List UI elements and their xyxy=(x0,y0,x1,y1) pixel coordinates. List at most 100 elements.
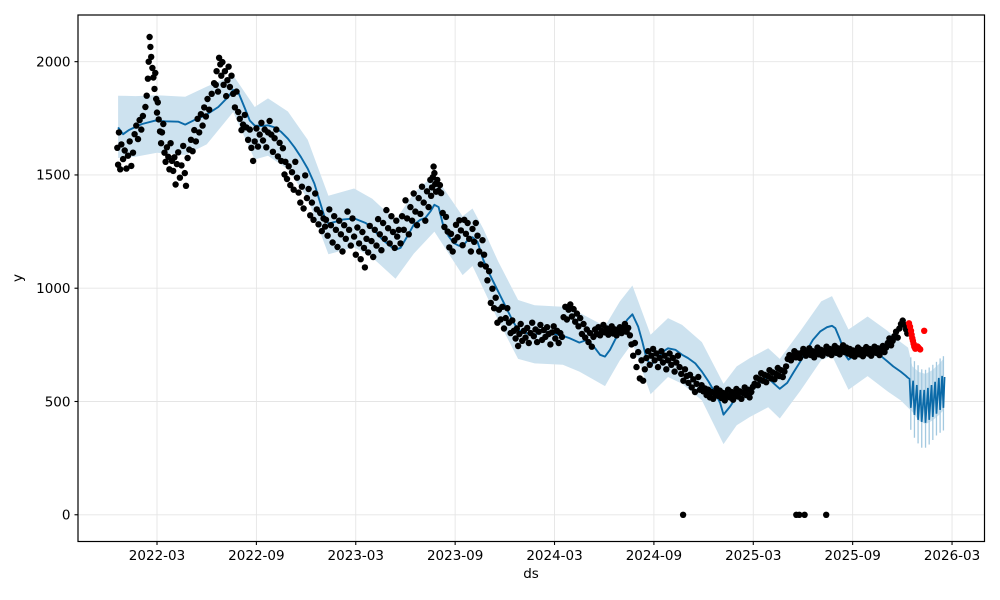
scatter-point xyxy=(407,203,414,211)
x-tick-label: 2022-03 xyxy=(129,548,185,564)
scatter-point xyxy=(292,158,299,165)
scatter-point xyxy=(143,92,150,99)
scatter-point xyxy=(199,122,206,129)
scatter-point xyxy=(326,206,333,213)
scatter-point xyxy=(690,376,697,383)
scatter-point xyxy=(151,85,158,93)
scatter-point xyxy=(371,226,378,233)
x-tick-label: 2024-09 xyxy=(626,548,682,564)
scatter-point xyxy=(513,325,520,332)
scatter-point xyxy=(386,240,393,247)
scatter-point xyxy=(456,217,463,224)
x-tick-label: 2023-09 xyxy=(427,548,483,564)
scatter-point xyxy=(303,194,311,202)
scatter-point xyxy=(175,149,182,156)
scatter-point xyxy=(485,268,493,275)
scatter-point xyxy=(721,397,728,404)
scatter-point xyxy=(337,231,345,238)
scatter-point xyxy=(202,113,210,120)
scatter-point xyxy=(133,122,140,129)
scatter-point xyxy=(142,103,149,111)
scatter-point xyxy=(653,350,660,357)
scatter-point xyxy=(124,152,132,159)
scatter-point xyxy=(182,182,190,189)
scatter-point xyxy=(212,81,219,89)
scatter-point xyxy=(648,352,655,359)
scatter-point xyxy=(312,190,319,197)
scatter-point xyxy=(318,227,325,235)
scatter-point xyxy=(225,63,232,70)
scatter-point xyxy=(115,129,123,136)
scatter-point xyxy=(504,305,511,312)
scatter-point xyxy=(499,303,506,310)
scatter-point xyxy=(467,248,475,255)
scatter-point xyxy=(656,354,663,362)
scatter-point xyxy=(430,163,437,170)
scatter-point xyxy=(402,197,409,204)
scatter-point xyxy=(431,169,438,177)
scatter-point xyxy=(710,395,717,402)
scatter-point xyxy=(256,131,263,138)
scatter-point xyxy=(729,396,737,403)
scatter-point xyxy=(154,99,161,106)
scatter-point xyxy=(490,305,498,312)
scatter-point xyxy=(441,223,448,231)
scatter-point xyxy=(361,264,369,271)
scatter-point xyxy=(563,316,571,323)
scatter-point xyxy=(489,285,496,292)
scatter-point xyxy=(748,388,755,396)
scatter-point xyxy=(276,139,283,146)
scatter-point xyxy=(568,313,576,320)
scatter-point xyxy=(668,361,675,368)
scatter-point xyxy=(321,223,329,230)
scatter-point xyxy=(398,213,406,220)
anomaly-point xyxy=(917,346,924,353)
scatter-point xyxy=(555,339,562,347)
scatter-point xyxy=(145,58,152,65)
scatter-point xyxy=(344,208,351,215)
x-tick-label: 2025-09 xyxy=(824,548,880,564)
scatter-point xyxy=(654,363,662,371)
scatter-point xyxy=(170,167,177,175)
scatter-point xyxy=(251,138,258,145)
scatter-point xyxy=(131,131,138,138)
scatter-point xyxy=(221,68,229,75)
x-axis-label: ds xyxy=(523,566,539,582)
scatter-point xyxy=(524,324,531,332)
scatter-point xyxy=(408,217,416,224)
scatter-point xyxy=(680,377,687,384)
scatter-point xyxy=(241,111,248,119)
scatter-point xyxy=(782,363,790,370)
scatter-point xyxy=(238,126,245,134)
scatter-point xyxy=(138,126,145,133)
scatter-point xyxy=(686,371,694,378)
scatter-point xyxy=(167,140,174,147)
scatter-point xyxy=(274,153,282,160)
scatter-point xyxy=(673,359,680,366)
scatter-point xyxy=(565,306,572,313)
scatter-point xyxy=(492,294,499,301)
scatter-point xyxy=(418,183,426,190)
scatter-point xyxy=(128,162,135,170)
scatter-point xyxy=(315,221,322,228)
scatter-point xyxy=(359,228,366,236)
scatter-point xyxy=(641,366,648,373)
scatter-point xyxy=(389,228,397,236)
scatter-point xyxy=(685,379,692,387)
scatter-point xyxy=(381,235,388,242)
scatter-point xyxy=(570,305,577,313)
scatter-point xyxy=(452,221,460,228)
scatter-point xyxy=(552,335,559,342)
axis-tick-labels: 2022-03 2022-09 2023-03 2023-09 2024-03 2024-… xyxy=(36,54,980,564)
scatter-point xyxy=(283,175,291,183)
anomaly-points xyxy=(905,320,928,353)
scatter-point xyxy=(476,248,483,255)
scatter-point xyxy=(254,143,262,150)
scatter-point xyxy=(410,190,417,197)
y-axis-label: y xyxy=(10,274,26,282)
scatter-point xyxy=(659,359,667,366)
scatter-point xyxy=(462,230,470,237)
scatter-point xyxy=(223,92,230,100)
scatter-point xyxy=(206,106,213,113)
scatter-point xyxy=(471,238,478,245)
